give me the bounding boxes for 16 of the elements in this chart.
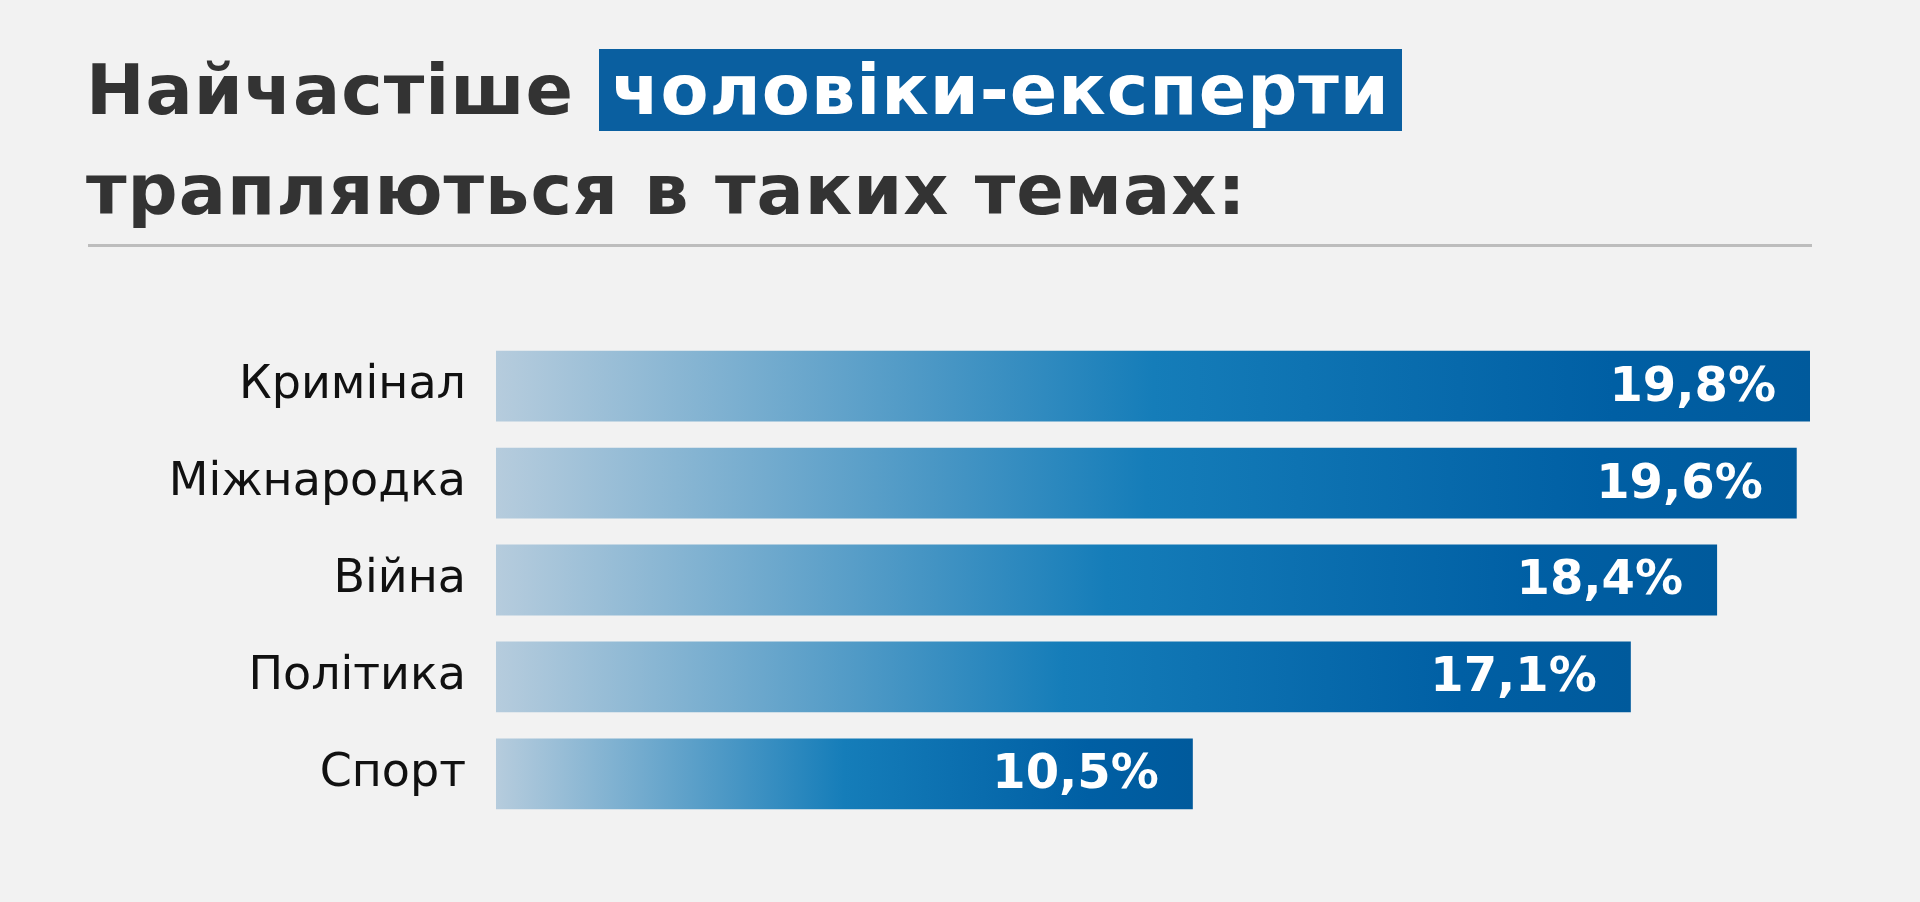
bar xyxy=(496,447,1797,519)
data-label: 19,8% xyxy=(1609,355,1776,412)
y-tick-label: Міжнародка xyxy=(168,451,466,506)
data-label: 18,4% xyxy=(1516,549,1684,606)
bar xyxy=(496,641,1631,713)
bar xyxy=(496,350,1810,422)
y-tick-label: Політика xyxy=(248,645,466,700)
data-label: 17,1% xyxy=(1430,646,1597,703)
bar xyxy=(496,738,1193,810)
y-tick-label: Спорт xyxy=(319,742,466,797)
data-label: 19,6% xyxy=(1596,452,1763,509)
bar xyxy=(496,544,1718,616)
y-tick-label: Кримінал xyxy=(239,355,466,410)
y-tick-label: Війна xyxy=(333,548,466,603)
chart-title: Найчастіше чоловіки-експерти трапляються в таких темах: xyxy=(86,49,1391,231)
data-label: 10,5% xyxy=(992,743,1159,800)
